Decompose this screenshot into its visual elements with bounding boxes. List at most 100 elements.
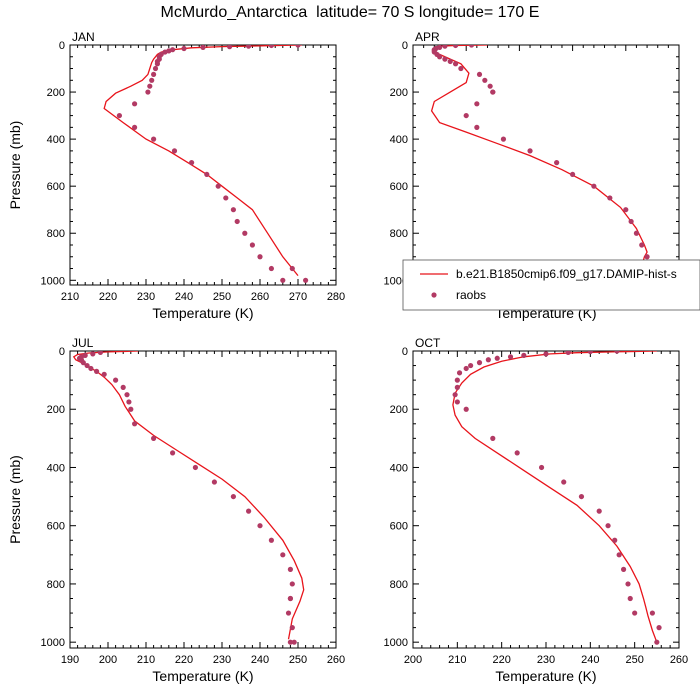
raobs-point xyxy=(97,351,103,356)
x-tick-label: 190 xyxy=(61,654,79,666)
raobs-point xyxy=(154,61,160,67)
raobs-point xyxy=(482,77,488,83)
raobs-point xyxy=(230,493,236,500)
raobs-point xyxy=(289,625,295,631)
panel-label: JAN xyxy=(72,30,95,44)
x-tick-label: 200 xyxy=(404,654,422,666)
raobs-point xyxy=(527,148,533,154)
raobs-point xyxy=(476,71,483,78)
raobs-point xyxy=(90,351,96,357)
panel-label: JUL xyxy=(72,336,94,350)
raobs-point xyxy=(234,218,240,225)
raobs-point xyxy=(607,195,613,201)
y-axis-label: Pressure (mb) xyxy=(7,455,23,544)
raobs-point xyxy=(623,207,629,213)
model-line xyxy=(430,45,648,274)
panel-label: APR xyxy=(415,30,440,44)
raobs-point xyxy=(612,537,618,543)
raobs-point xyxy=(204,171,210,178)
raobs-point xyxy=(268,537,274,543)
plot-data xyxy=(103,45,309,283)
raobs-point xyxy=(249,242,255,248)
y-tick-label: 400 xyxy=(47,134,65,146)
raobs-point xyxy=(578,493,585,500)
panel-oct: 200 210 220 230 240 250 260 0 200 400 600 800 1000 OC… xyxy=(384,336,689,684)
raobs-point xyxy=(452,392,458,398)
y-tick-label: 400 xyxy=(390,462,408,474)
model-line xyxy=(103,45,302,277)
raobs-point xyxy=(468,45,475,48)
x-tick-label: 250 xyxy=(625,654,643,666)
x-tick-label: 280 xyxy=(327,291,345,303)
raobs-point xyxy=(246,45,252,49)
x-tick-label: 260 xyxy=(327,654,345,666)
raobs-point xyxy=(303,277,309,283)
raobs-point xyxy=(463,406,469,412)
y-tick-label: 400 xyxy=(390,134,408,146)
legend-raobs-swatch xyxy=(431,292,437,298)
y-tick-label: 600 xyxy=(390,521,408,533)
raobs-point xyxy=(591,183,597,189)
plot-frame xyxy=(69,350,337,649)
raobs-point xyxy=(627,595,633,602)
raobs-point xyxy=(616,552,622,558)
x-tick-label: 210 xyxy=(61,291,79,303)
y-tick-label: 200 xyxy=(390,87,408,99)
y-tick-label: 1000 xyxy=(384,275,408,287)
raobs-point xyxy=(543,351,549,357)
raobs-point xyxy=(101,371,107,377)
raobs-point xyxy=(570,171,576,178)
x-axis-label: Temperature (K) xyxy=(495,668,596,684)
raobs-point xyxy=(242,230,248,236)
raobs-point xyxy=(128,406,134,412)
raobs-point xyxy=(192,464,198,471)
plot-frame xyxy=(412,44,680,286)
y-tick-label: 1000 xyxy=(41,637,65,649)
raobs-point xyxy=(151,136,157,142)
legend: b.e21.B1850cmip6.f09_g17.DAMIP-hist-srao… xyxy=(402,259,700,311)
y-tick-label: 1000 xyxy=(41,275,65,287)
figure-title: McMurdo_Antarctica latitude= 70 S longit… xyxy=(160,4,540,21)
raobs-point xyxy=(287,566,293,572)
raobs-point xyxy=(287,639,293,645)
raobs-point xyxy=(116,112,122,119)
raobs-point xyxy=(447,58,453,65)
raobs-point xyxy=(614,351,620,354)
raobs-point xyxy=(476,360,483,366)
model-line xyxy=(72,351,305,640)
y-tick-label: 800 xyxy=(47,579,65,591)
x-tick-label: 250 xyxy=(213,291,231,303)
raobs-point xyxy=(490,435,496,441)
raobs-point xyxy=(80,360,86,366)
raobs-point xyxy=(289,581,295,587)
raobs-point xyxy=(494,355,500,361)
raobs-point xyxy=(632,610,638,616)
raobs-point xyxy=(147,83,153,89)
raobs-point xyxy=(120,384,126,390)
raobs-point xyxy=(257,523,263,529)
raobs-point xyxy=(620,566,627,572)
raobs-point xyxy=(437,54,443,60)
raobs-point xyxy=(189,160,195,166)
raobs-point xyxy=(149,77,155,83)
y-tick-label: 0 xyxy=(402,346,408,358)
raobs-point xyxy=(649,610,656,616)
legend-box xyxy=(402,259,700,311)
y-tick-label: 0 xyxy=(402,40,408,52)
model-line xyxy=(452,351,658,643)
y-tick-label: 800 xyxy=(390,579,408,591)
y-tick-label: 0 xyxy=(59,40,65,52)
y-tick-label: 200 xyxy=(47,404,65,416)
x-tick-label: 240 xyxy=(251,654,269,666)
x-tick-label: 220 xyxy=(175,654,193,666)
plot-data xyxy=(72,351,305,645)
raobs-point xyxy=(257,254,263,260)
raobs-point xyxy=(474,124,480,130)
raobs-point xyxy=(561,479,567,485)
raobs-point xyxy=(452,61,459,67)
raobs-point xyxy=(230,207,236,213)
x-tick-label: 250 xyxy=(289,654,307,666)
raobs-point xyxy=(456,370,463,376)
raobs-point xyxy=(490,89,496,95)
